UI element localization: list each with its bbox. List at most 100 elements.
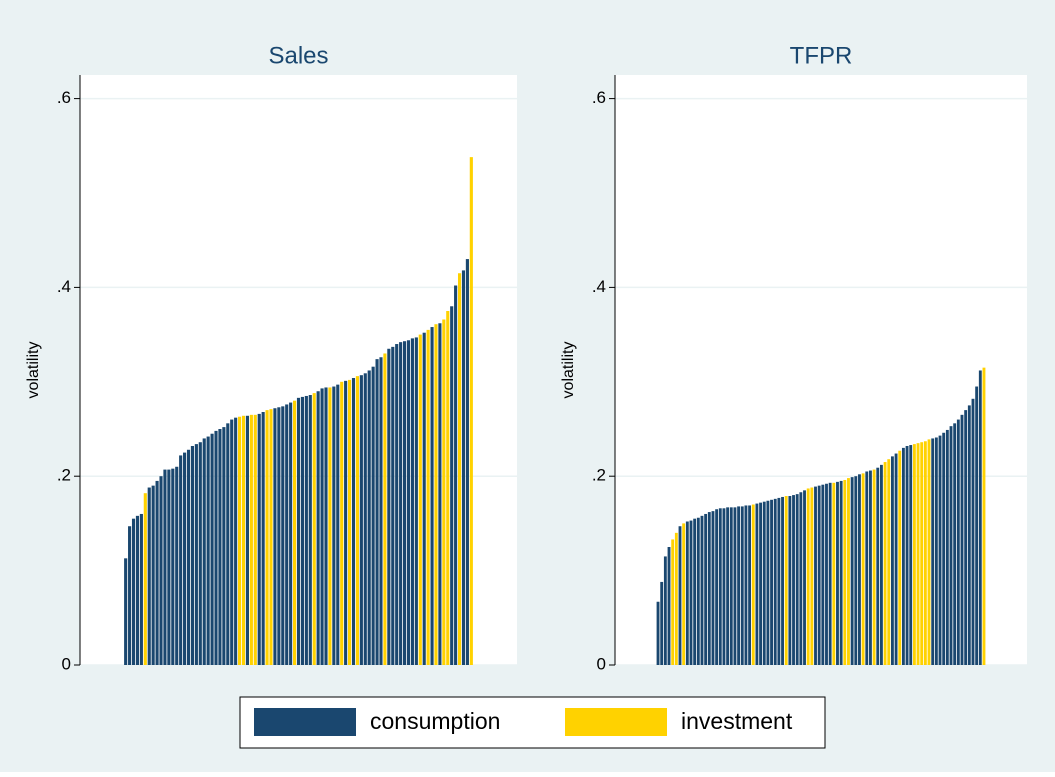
bar [293, 400, 297, 665]
bar [375, 359, 379, 665]
bar [281, 406, 285, 665]
bar [942, 432, 946, 665]
bar [682, 523, 686, 665]
bar [879, 464, 883, 665]
bar [454, 285, 458, 665]
bar [949, 426, 953, 665]
bar [186, 449, 191, 665]
bar [234, 417, 238, 665]
bar [678, 526, 682, 665]
bar [814, 486, 817, 665]
bar [308, 395, 312, 665]
y-tick-label: .2 [57, 466, 71, 485]
bar [249, 414, 253, 665]
bar [434, 324, 438, 665]
bar [847, 478, 850, 665]
bar [171, 468, 175, 665]
bar [289, 402, 293, 665]
bar [755, 503, 759, 665]
bar [355, 376, 359, 665]
bar [726, 507, 730, 665]
bar [978, 370, 982, 665]
bar [704, 513, 708, 665]
bar [131, 518, 136, 665]
bar [395, 344, 399, 665]
bar [222, 427, 226, 665]
bar [383, 353, 387, 665]
bar [883, 462, 887, 665]
y-tick-label: 0 [62, 654, 71, 673]
bar [210, 433, 214, 665]
bar [898, 450, 902, 665]
bar [261, 412, 265, 665]
bar [971, 398, 975, 665]
bar [402, 341, 407, 665]
bar [920, 442, 924, 665]
bar [194, 444, 198, 665]
bar [179, 455, 183, 665]
bar [430, 327, 434, 665]
bar [901, 447, 905, 665]
bar [328, 387, 332, 665]
y-tick-label: .4 [592, 277, 606, 296]
bar [159, 476, 163, 665]
bar [854, 476, 858, 665]
y-axis-label: volatility [560, 342, 577, 399]
bar [759, 502, 763, 665]
legend-label: investment [681, 708, 793, 734]
bar [923, 441, 927, 665]
bar [348, 379, 352, 665]
chart-title: Sales [268, 42, 328, 69]
bar [836, 481, 839, 665]
bar [387, 348, 391, 665]
bar [426, 329, 430, 665]
bar [869, 470, 872, 665]
bar [766, 500, 770, 665]
bar [238, 416, 242, 665]
bar [718, 508, 722, 665]
bar [245, 415, 249, 665]
bar [967, 405, 971, 665]
bar [858, 474, 861, 665]
bar [795, 494, 799, 665]
y-axis-label: volatility [25, 342, 42, 399]
bar [806, 488, 810, 665]
bar [371, 366, 375, 665]
bar [214, 430, 218, 665]
bar [340, 381, 344, 665]
legend-swatch [565, 708, 667, 736]
bar [693, 518, 697, 665]
bar [269, 409, 273, 665]
bar [379, 357, 383, 665]
bar [934, 437, 938, 665]
bar [777, 497, 781, 665]
bar [457, 273, 462, 665]
bar [839, 480, 843, 665]
bar [744, 505, 748, 665]
bar [707, 512, 711, 665]
bar [729, 507, 733, 665]
bar [198, 442, 202, 665]
bar [821, 484, 825, 665]
legend-swatch [254, 708, 356, 736]
bar [344, 380, 348, 665]
bar [792, 495, 795, 665]
bar [799, 492, 803, 665]
bar [733, 507, 737, 665]
bar [399, 342, 403, 665]
legend-label: consumption [370, 708, 500, 734]
bar [253, 414, 257, 665]
bar [770, 499, 773, 665]
y-tick-label: .4 [57, 277, 71, 296]
bar [406, 340, 411, 665]
bar [442, 319, 446, 665]
y-tick-label: .6 [57, 88, 71, 107]
bar [273, 408, 277, 665]
bar [890, 456, 894, 665]
bar [689, 520, 693, 665]
bar [945, 429, 949, 665]
bar [781, 496, 784, 665]
bar [438, 323, 442, 665]
bar [450, 306, 454, 665]
bar [163, 469, 167, 665]
